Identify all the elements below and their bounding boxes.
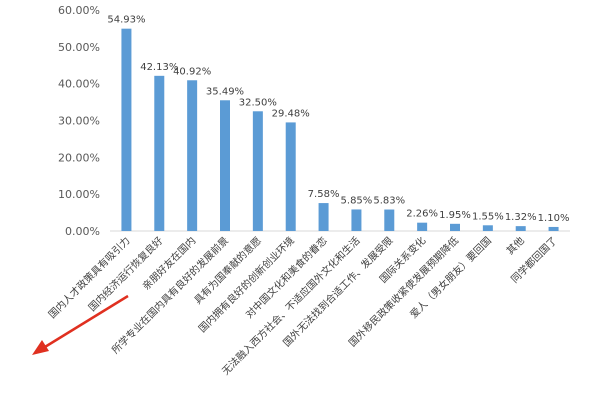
data-label: 5.83% — [373, 196, 405, 207]
bar — [384, 209, 395, 231]
arrow-head — [32, 340, 49, 355]
y-tick-label: 60.00% — [58, 4, 100, 17]
bar — [482, 225, 493, 231]
y-tick-label: 30.00% — [58, 115, 100, 128]
y-tick-label: 10.00% — [58, 188, 100, 201]
data-label: 2.26% — [406, 209, 438, 220]
trend-arrow — [32, 294, 129, 355]
data-label: 1.10% — [538, 213, 570, 224]
y-tick-label: 50.00% — [58, 41, 100, 54]
bar — [351, 209, 362, 231]
bars — [121, 28, 559, 231]
x-tick-label: 其他 — [504, 234, 527, 257]
y-tick-label: 20.00% — [58, 151, 100, 164]
bar — [417, 222, 428, 231]
data-label: 1.95% — [439, 210, 471, 221]
data-label: 29.48% — [272, 108, 310, 119]
bar — [121, 28, 132, 231]
data-label: 40.92% — [173, 66, 211, 77]
data-label: 1.32% — [505, 212, 537, 223]
arrow-shaft — [39, 294, 129, 352]
bar — [154, 75, 165, 231]
data-labels: 54.93% 42.13%40.92% 35.49%32.50%29.48% 7.58… — [107, 15, 569, 224]
data-label: 42.13% — [140, 62, 178, 73]
data-label: 54.93% — [107, 15, 145, 26]
data-label: 1.55% — [472, 211, 504, 222]
bar — [548, 226, 559, 231]
y-axis: 0.00% 10.00% 20.00% 30.00% 40.00% 50.00% 60.00… — [58, 4, 100, 238]
bar — [220, 100, 230, 231]
data-label: 7.58% — [308, 189, 340, 200]
y-tick-label: 40.00% — [58, 78, 100, 91]
data-label: 32.50% — [239, 97, 277, 108]
bar — [187, 80, 198, 231]
bar — [318, 203, 329, 231]
data-label: 5.85% — [341, 195, 373, 206]
bar — [252, 111, 263, 231]
x-tick-labels: 国内人才政策具有吸引力国内经济运行恢复良好亲朋好友在国内所学专业在国内具有良好的… — [46, 234, 560, 378]
data-label: 35.49% — [206, 86, 244, 97]
bar — [285, 122, 296, 231]
y-tick-label: 0.00% — [65, 225, 100, 238]
bar — [515, 226, 526, 231]
bar — [450, 223, 460, 231]
